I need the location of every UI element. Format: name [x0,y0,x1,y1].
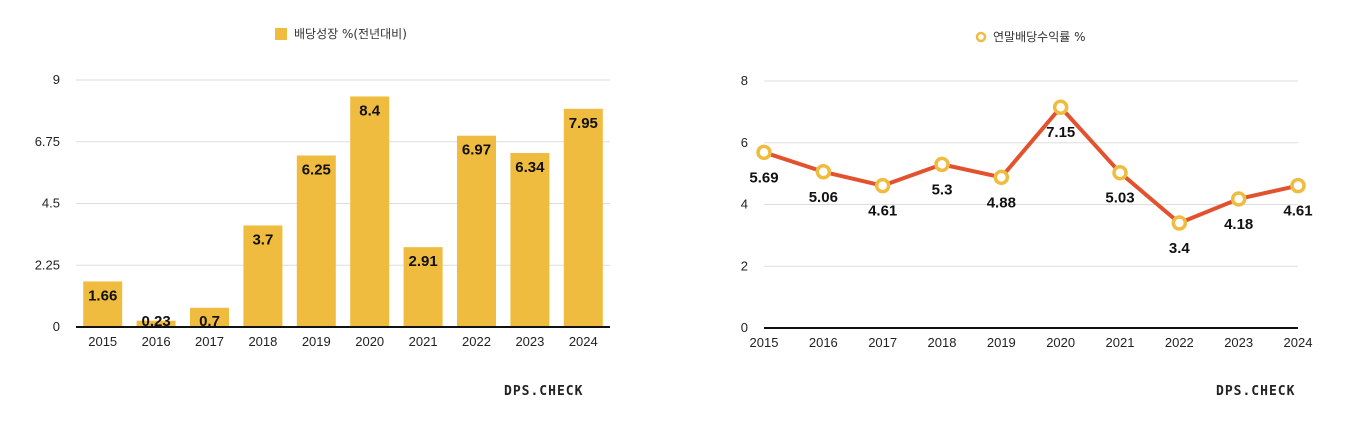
line-data-label: 3.4 [1169,240,1191,257]
line-legend-label: 연말배당수익률 % [993,30,1086,44]
dividend-growth-bar-chart: 0 2.25 4.5 6.75 9 1.66 0.23 0.7 3.7 6.25 8.4 2.91 6… [35,27,610,399]
line-data-label: 4.88 [987,194,1016,211]
bar-x-tick-label: 2021 [409,334,438,349]
bar-x-tick-label: 2017 [195,334,224,349]
line-chart-x-ticks: 2015 2016 2017 2018 2019 2020 2021 2022 2023 2024 [750,335,1313,350]
line-point-2021 [1112,164,1128,181]
line-data-label: 7.15 [1046,124,1075,141]
bar-x-tick-label: 2015 [88,334,117,349]
line-point-2022 [1171,215,1188,231]
line-y-tick-label: 0 [741,320,748,335]
bar-2019 [296,155,336,327]
bar-x-tick-label: 2023 [515,334,544,349]
line-data-label: 5.69 [749,169,778,186]
line-data-label: 4.61 [1283,203,1312,220]
line-x-tick-label: 2017 [868,335,897,350]
bar-data-label: 3.7 [252,231,273,248]
bar-chart-legend: 배당성장 %(전년대비) [275,27,407,41]
line-point-2023 [1230,191,1247,207]
line-x-tick-label: 2019 [987,335,1016,350]
line-data-label: 4.61 [868,203,897,220]
bar-y-tick-label: 9 [53,72,60,87]
bar-chart-data-labels: 1.66 0.23 0.7 3.7 6.25 8.4 2.91 6.97 6.34 7.95 [88,102,598,330]
bar-chart-x-ticks: 2015 2016 2017 2018 2019 2020 2021 2022 2023 2024 [88,334,598,349]
line-data-label: 5.3 [932,181,953,198]
line-chart-brand-watermark: DPS.CHECK [1216,384,1295,399]
line-y-tick-label: 2 [741,258,748,273]
bar-y-tick-label: 4.5 [42,196,60,211]
bar-y-tick-label: 0 [53,319,60,334]
bar-data-label: 1.66 [88,287,117,304]
line-point-2020 [1052,99,1069,115]
bar-data-label: 6.97 [462,142,491,159]
bar-data-label: 2.91 [408,253,437,270]
line-point-2016 [815,164,832,180]
line-chart-gridlines [764,80,1298,267]
line-x-tick-label: 2024 [1284,335,1313,350]
bar-data-label: 6.25 [302,161,331,178]
bar-x-tick-label: 2022 [462,334,491,349]
bar-x-tick-label: 2018 [248,334,277,349]
bar-data-label: 8.4 [359,102,381,119]
line-chart-data-labels: 5.69 5.06 4.61 5.3 4.88 7.15 5.03 3.4 4.18 4.61 [749,124,1312,257]
bar-2018 [243,225,283,327]
bar-x-tick-label: 2016 [142,334,171,349]
line-x-tick-label: 2018 [928,335,957,350]
line-point-2017 [874,177,891,194]
line-x-tick-label: 2022 [1165,335,1194,350]
bar-2016 [136,320,176,327]
line-x-tick-label: 2021 [1106,335,1135,350]
line-x-tick-label: 2023 [1224,335,1253,350]
line-y-tick-label: 8 [741,73,748,88]
bar-2023 [510,153,550,327]
line-point-2019 [993,169,1010,186]
bar-x-tick-label: 2020 [355,334,384,349]
bar-data-label: 6.34 [515,159,545,176]
line-data-label: 5.03 [1105,190,1134,207]
year-end-yield-line-chart: 0 2 4 6 8 5.69 5.06 4.61 5.3 4.88 7.15 5.03 3.4 4.18… [741,30,1313,399]
line-legend-marker [975,31,987,43]
bar-2021 [403,247,443,327]
line-chart-legend: 연말배당수익률 % [975,30,1086,44]
bar-legend-swatch [275,28,287,40]
bar-2017 [190,307,229,327]
line-chart-y-ticks: 0 2 4 6 8 [741,73,748,335]
bar-chart-y-ticks: 0 2.25 4.5 6.75 9 [35,72,60,334]
bar-data-label: 0.7 [199,313,220,330]
bar-2015 [83,281,123,327]
bar-2020 [350,96,390,327]
line-x-tick-label: 2020 [1046,335,1075,350]
line-y-tick-label: 6 [741,135,748,150]
bar-y-tick-label: 6.75 [35,134,60,149]
bar-chart-brand-watermark: DPS.CHECK [504,384,583,399]
bar-2022 [457,135,496,327]
bar-x-tick-label: 2024 [569,334,598,349]
bar-x-tick-label: 2019 [302,334,331,349]
bar-y-tick-label: 2.25 [35,257,60,272]
line-y-tick-label: 4 [741,197,748,212]
line-chart-series-line [763,105,1299,226]
bar-data-label: 7.95 [569,115,598,132]
bar-chart-bars [83,96,603,327]
bar-2024 [563,108,603,327]
line-data-label: 5.06 [809,189,838,206]
line-point-2024 [1290,177,1306,194]
bar-data-label: 0.23 [141,313,170,330]
bar-legend-label: 배당성장 %(전년대비) [294,27,407,41]
line-point-2015 [756,144,772,161]
line-data-label: 4.18 [1224,216,1253,233]
line-chart-points [756,99,1306,231]
line-point-2018 [934,156,950,173]
line-x-tick-label: 2015 [750,335,779,350]
line-x-tick-label: 2016 [809,335,838,350]
